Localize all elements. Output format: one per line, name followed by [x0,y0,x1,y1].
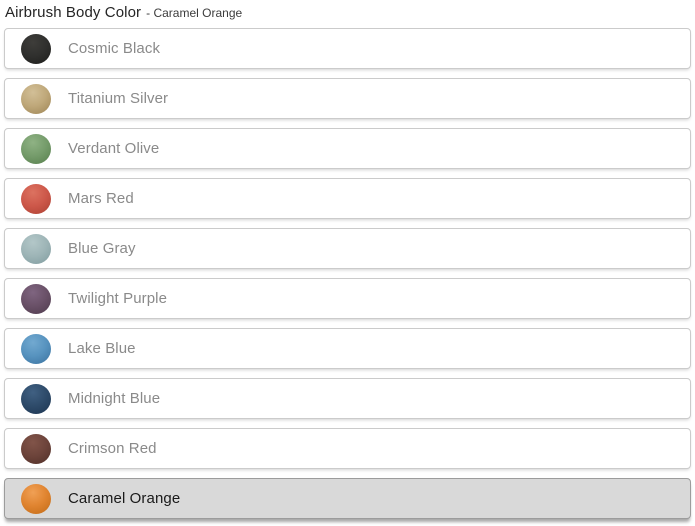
color-swatch [21,33,51,64]
color-swatch [21,433,51,464]
color-option-label: Blue Gray [68,240,136,257]
color-option-row[interactable]: Cosmic Black [4,28,691,69]
color-option-row[interactable]: Lake Blue [4,328,691,369]
color-option-label: Caramel Orange [68,490,181,507]
color-option-label: Lake Blue [68,340,136,357]
color-option-row[interactable]: Blue Gray [4,228,691,269]
color-option-row[interactable]: Caramel Orange [4,478,691,519]
color-swatch [21,233,51,264]
color-option-label: Verdant Olive [68,140,160,157]
selected-color-subtitle: - Caramel Orange [146,6,243,20]
color-swatch [21,483,51,514]
color-option-label: Midnight Blue [68,390,161,407]
color-option-label: Twilight Purple [68,290,168,307]
panel-header: Airbrush Body Color - Caramel Orange [0,0,695,28]
color-option-row[interactable]: Crimson Red [4,428,691,469]
color-swatch [21,283,51,314]
color-swatch [21,333,51,364]
color-option-row[interactable]: Verdant Olive [4,128,691,169]
color-swatch [21,133,51,164]
color-option-label: Cosmic Black [68,40,161,57]
color-option-list: Cosmic Black Titanium Silver Verdant Olive… [0,28,695,519]
color-option-row[interactable]: Midnight Blue [4,378,691,419]
color-option-row[interactable]: Titanium Silver [4,78,691,119]
color-option-row[interactable]: Mars Red [4,178,691,219]
color-swatch [21,183,51,214]
color-swatch [21,383,51,414]
color-option-label: Titanium Silver [68,90,169,107]
color-option-row[interactable]: Twilight Purple [4,278,691,319]
color-swatch [21,83,51,114]
panel-title: Airbrush Body Color [5,4,142,21]
color-option-label: Crimson Red [68,440,157,457]
color-option-label: Mars Red [68,190,134,207]
